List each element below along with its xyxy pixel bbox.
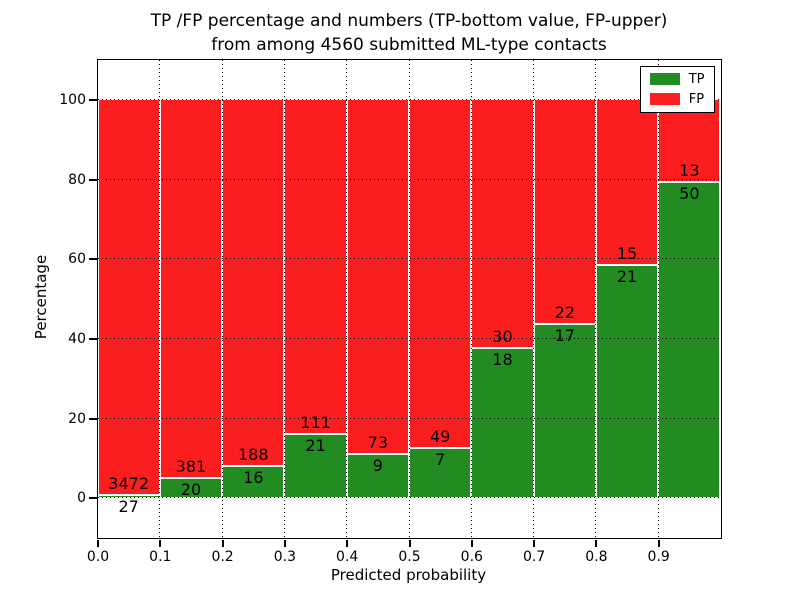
fp-bar-segment — [97, 99, 160, 495]
chart-title-line1: TP /FP percentage and numbers (TP-bottom… — [150, 11, 668, 31]
gridline-vertical — [346, 59, 348, 538]
gridline-vertical — [221, 59, 223, 538]
tp-bar-segment — [284, 434, 347, 498]
fp-count-label: 30 — [492, 327, 513, 347]
y-tick-label: 40 — [68, 330, 86, 347]
y-tick-mark — [88, 337, 97, 340]
legend: TP FP — [639, 65, 715, 113]
tp-count-label: 18 — [492, 350, 513, 370]
bars-layer — [97, 60, 721, 538]
tp-bar-segment — [658, 181, 721, 498]
x-tick-label: 0.5 — [398, 549, 421, 565]
y-tick-mark — [88, 178, 97, 181]
legend-label-fp: FP — [688, 91, 705, 107]
y-tick-label: 100 — [59, 91, 86, 108]
fp-count-label: 188 — [237, 445, 269, 465]
fp-bar-segment — [471, 99, 534, 349]
legend-entry-fp: FP — [649, 91, 705, 107]
x-tick-label: 0.9 — [647, 549, 670, 565]
x-tick-mark — [408, 540, 411, 547]
tp-count-label: 17 — [554, 326, 575, 346]
chart-title: TP /FP percentage and numbers (TP-bottom… — [9, 9, 800, 57]
x-tick-label: 0.6 — [460, 549, 483, 565]
y-tick-mark — [88, 258, 97, 261]
tp-bar-segment — [346, 453, 409, 498]
legend-swatch-fp — [649, 93, 680, 105]
tp-count-label: 20 — [180, 479, 202, 499]
gridline-vertical — [159, 59, 161, 538]
fp-bar-segment — [346, 99, 409, 454]
x-tick-label: 0.0 — [86, 549, 110, 565]
x-tick-mark — [470, 540, 473, 547]
fp-count-label: 381 — [175, 456, 207, 476]
x-tick-label: 0.7 — [522, 549, 546, 565]
y-tick-label: 80 — [68, 171, 86, 188]
fp-count-label: 13 — [679, 160, 700, 180]
tp-count-label: 27 — [118, 496, 139, 516]
x-tick-mark — [221, 540, 224, 547]
x-tick-label: 0.4 — [336, 549, 359, 565]
legend-label-tp: TP — [688, 71, 705, 87]
tp-count-label: 7 — [435, 449, 446, 469]
grid-layer — [97, 59, 721, 538]
annotations-layer: 3472 27 381 20 188 16 111 21 73 9 49 7 30 18 22 17 15 21 1… — [98, 60, 721, 538]
tp-bar-segment — [533, 324, 596, 498]
x-tick-mark — [159, 540, 162, 547]
x-tick-mark — [657, 540, 660, 547]
fp-count-label: 22 — [554, 303, 575, 323]
fp-bar-segment — [595, 99, 659, 266]
y-tick-mark — [88, 98, 97, 101]
gridline-vertical — [283, 59, 285, 538]
x-axis-label: Predicted probability — [330, 566, 487, 584]
x-tick-mark — [533, 540, 536, 547]
y-tick-mark — [88, 417, 97, 420]
x-tick-label: 0.2 — [211, 549, 234, 565]
gridline-vertical — [533, 59, 535, 538]
tp-count-label: 16 — [243, 468, 264, 488]
fp-count-label: 49 — [429, 426, 451, 446]
fp-count-label: 3472 — [108, 473, 149, 493]
fp-bar-segment — [658, 99, 721, 182]
fp-count-label: 15 — [616, 244, 638, 264]
y-tick-label: 0 — [77, 490, 86, 507]
chart-title-line2: from among 4560 submitted ML-type contac… — [211, 35, 607, 55]
tp-bar-segment — [595, 265, 659, 498]
tp-count-label: 50 — [679, 183, 700, 203]
x-tick-mark — [346, 540, 349, 547]
tp-count-label: 21 — [616, 267, 638, 287]
legend-swatch-tp — [649, 73, 680, 85]
fp-bar-segment — [159, 99, 223, 478]
gridline-vertical — [470, 59, 472, 538]
y-tick-mark — [88, 497, 97, 500]
fp-bar-segment — [222, 99, 285, 467]
tp-count-label: 21 — [305, 436, 326, 456]
tp-bar-segment — [222, 466, 285, 498]
fp-bar-segment — [533, 99, 596, 325]
legend-entry-tp: TP — [649, 71, 705, 87]
x-tick-mark — [283, 540, 286, 547]
gridline-vertical — [657, 59, 659, 538]
x-tick-label: 0.3 — [273, 549, 297, 565]
y-tick-label: 60 — [68, 251, 86, 268]
x-tick-mark — [595, 540, 598, 547]
x-tick-label: 0.1 — [149, 549, 172, 565]
x-tick-label: 0.8 — [585, 549, 608, 565]
gridline-vertical — [595, 59, 597, 538]
fp-count-label: 73 — [367, 432, 389, 452]
x-tick-mark — [97, 540, 99, 547]
y-tick-label: 20 — [68, 410, 86, 427]
plot-area: 3472 27 381 20 188 16 111 21 73 9 49 7 30 18 22 17 15 21 1… — [96, 58, 722, 539]
gridline-vertical — [408, 59, 410, 538]
tp-bar-segment — [471, 348, 534, 498]
fp-count-label: 111 — [300, 413, 331, 433]
tp-bar-segment — [409, 447, 472, 498]
fp-bar-segment — [284, 99, 347, 435]
tp-count-label: 9 — [372, 455, 383, 475]
tp-bar-segment — [97, 494, 160, 498]
